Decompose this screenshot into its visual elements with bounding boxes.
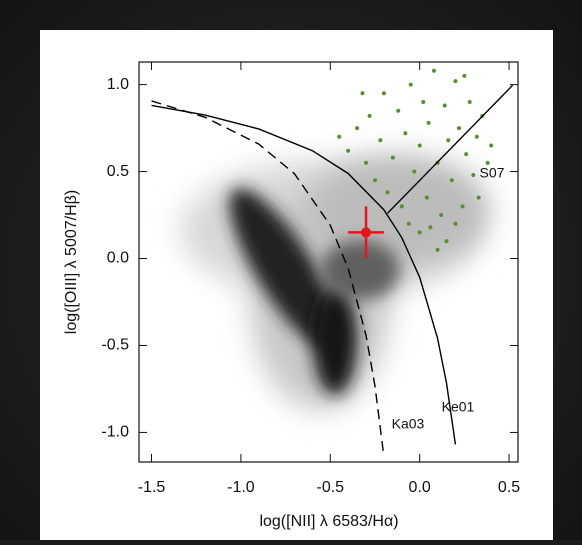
point <box>446 138 451 143</box>
curve <box>151 100 385 457</box>
point <box>428 225 433 230</box>
point <box>457 126 462 131</box>
point <box>378 138 383 143</box>
point <box>444 239 449 244</box>
point <box>412 169 417 174</box>
curve <box>151 104 457 445</box>
point <box>435 247 440 252</box>
x-tick-label: -0.5 <box>316 479 344 496</box>
y-tick-label: 1.0 <box>107 76 129 93</box>
point <box>355 126 360 131</box>
point <box>462 73 467 78</box>
curve-label: Ke01 <box>442 399 475 415</box>
density-core <box>229 188 341 352</box>
point <box>485 160 490 165</box>
point <box>417 230 422 235</box>
point <box>464 152 469 157</box>
point <box>346 148 351 153</box>
point <box>449 178 454 183</box>
point <box>385 190 390 195</box>
density-core <box>313 285 357 395</box>
x-tick-label: -1.0 <box>227 479 255 496</box>
point <box>408 82 413 87</box>
highlight-point <box>361 227 372 238</box>
point <box>431 68 436 73</box>
point <box>453 79 458 84</box>
point <box>476 195 481 200</box>
point <box>453 221 458 226</box>
point <box>417 143 422 148</box>
curve-label: Ka03 <box>392 416 425 432</box>
density-mid <box>310 155 490 265</box>
x-tick-label: 0.0 <box>409 479 431 496</box>
point <box>337 134 342 139</box>
x-tick-label: 0.5 <box>498 479 520 496</box>
point <box>424 195 429 200</box>
point <box>474 134 479 139</box>
point <box>372 178 377 183</box>
point <box>471 173 476 178</box>
y-axis-label: log([OIII] λ 5007/Hβ) <box>63 190 80 334</box>
point <box>467 100 472 104</box>
curve <box>386 84 514 214</box>
point <box>381 91 386 96</box>
point <box>390 155 395 160</box>
curve-label: S07 <box>480 165 505 181</box>
point <box>406 221 411 226</box>
point <box>396 108 401 113</box>
point <box>360 91 365 96</box>
plot-area <box>151 68 514 457</box>
point <box>460 204 465 209</box>
y-tick-label: 0.5 <box>107 163 129 180</box>
density-mid <box>320 240 400 300</box>
x-tick-label: -1.5 <box>138 479 166 496</box>
y-tick-label: 0.0 <box>107 250 129 267</box>
point <box>399 204 404 209</box>
x-axis-label: log([NII] λ 6583/Hα) <box>259 513 398 530</box>
point <box>403 131 408 136</box>
point <box>364 160 369 165</box>
point <box>442 103 447 108</box>
y-tick-label: -0.5 <box>101 337 129 354</box>
plot-frame <box>138 61 519 463</box>
point <box>367 113 372 118</box>
point <box>426 120 431 125</box>
y-tick-label: -1.0 <box>101 424 129 441</box>
density <box>180 155 490 410</box>
point <box>439 213 444 218</box>
point <box>489 143 494 148</box>
point <box>421 100 426 104</box>
